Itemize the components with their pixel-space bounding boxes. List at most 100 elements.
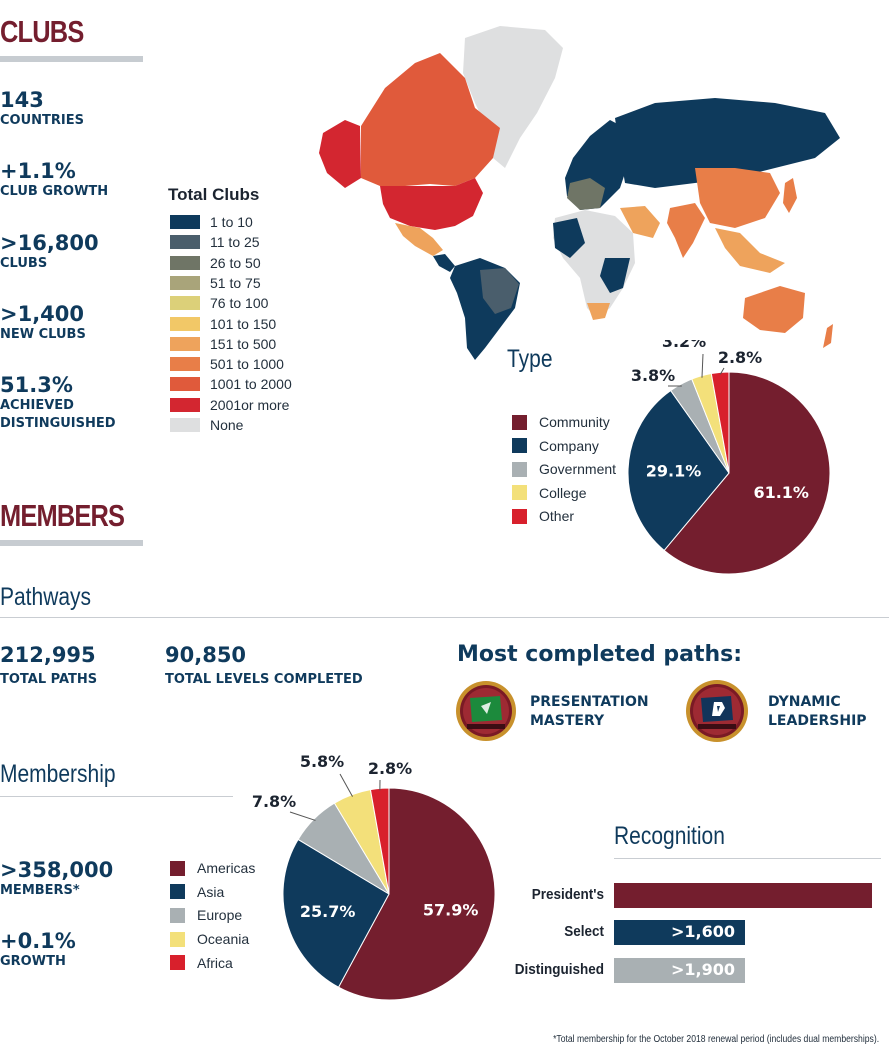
pie-legend-item: Government <box>512 459 616 479</box>
recognition-rule <box>614 858 881 859</box>
members-heading: MEMBERS <box>0 498 125 533</box>
pie-label: 5.8% <box>300 752 344 771</box>
map-legend-item: 151 to 500 <box>170 334 276 354</box>
membership-pie-chart: 57.9% 25.7% 7.8% 5.8% 2.8% <box>252 752 496 1001</box>
legend-label: Americas <box>197 860 256 876</box>
legend-label: 26 to 50 <box>210 254 261 271</box>
map-legend-item: 11 to 25 <box>170 232 260 252</box>
pie-label: 61.1% <box>753 483 809 502</box>
stat-distinguished: 51.3% ACHIEVED DISTINGUISHED <box>0 373 116 433</box>
stat-value: 90,850 <box>165 643 247 667</box>
legend-swatch <box>170 377 200 392</box>
legend-label: Other <box>539 508 575 524</box>
recognition-bar <box>614 883 872 908</box>
map-region-western-europe <box>567 178 605 210</box>
legend-swatch <box>170 215 200 229</box>
legend-swatch <box>512 438 527 453</box>
members-rule <box>0 540 143 546</box>
map-region-new-zealand <box>823 324 833 348</box>
legend-label: Africa <box>197 954 233 971</box>
map-region-china <box>695 168 780 228</box>
legend-label: Europe <box>197 907 243 924</box>
pie-label: 3.2% <box>662 340 706 351</box>
map-region-canada <box>361 53 500 186</box>
legend-swatch <box>170 316 200 331</box>
pie-legend-item: Africa <box>170 953 233 973</box>
path1-line2: MASTERY <box>530 713 605 729</box>
pathways-rule <box>0 617 889 618</box>
legend-swatch <box>170 255 200 270</box>
pie-slice-other <box>710 371 730 474</box>
pie-legend-item: College <box>512 483 586 503</box>
legend-label: 11 to 25 <box>210 234 260 251</box>
pie-legend-item: Asia <box>170 882 224 902</box>
stat-new-clubs: >1,400 NEW CLUBS <box>0 302 86 344</box>
legend-swatch <box>170 884 185 900</box>
map-region-australia <box>743 286 805 333</box>
stat-value: 212,995 <box>0 643 96 667</box>
map-region-middle-east <box>620 206 660 238</box>
legend-swatch <box>512 414 527 430</box>
legend-label: None <box>210 417 244 433</box>
map-region-russia <box>615 98 840 188</box>
members-growth: +0.1% GROWTH <box>0 929 76 971</box>
legend-label: 501 to 1000 <box>210 356 284 373</box>
membership-heading: Membership <box>0 760 116 788</box>
map-region-south-africa <box>587 303 610 320</box>
path1-label: PRESENTATION MASTERY <box>530 693 649 731</box>
legend-swatch <box>170 235 200 250</box>
map-region-west-africa <box>553 218 585 258</box>
legend-swatch <box>170 296 200 311</box>
legend-swatch <box>170 275 200 290</box>
legend-label: 101 to 150 <box>210 315 277 332</box>
stat-label: TOTAL LEVELS COMPLETED <box>165 672 363 687</box>
map-region-mexico <box>395 223 443 256</box>
legend-label: 151 to 500 <box>210 335 277 352</box>
legend-label: Company <box>539 437 599 454</box>
map-legend-title: Total Clubs <box>168 185 260 204</box>
recognition-category-label: Distinguished <box>514 961 604 978</box>
stat-clubs: >16,800 CLUBS <box>0 231 99 273</box>
members-count: >358,000 MEMBERS* <box>0 858 113 900</box>
total-paths: 212,995 TOTAL PATHS <box>0 643 97 689</box>
pie-legend-item: Other <box>512 506 574 526</box>
legend-swatch <box>512 508 527 524</box>
legend-swatch <box>170 397 200 412</box>
pie-label: 3.8% <box>631 366 675 385</box>
recognition-category-label: President's <box>531 886 604 903</box>
pie-label: 7.8% <box>252 792 296 811</box>
legend-swatch <box>170 955 185 971</box>
stat-value: +1.1% <box>0 159 76 183</box>
legend-swatch <box>512 485 527 500</box>
recognition-heading: Recognition <box>614 822 725 850</box>
stat-label: CLUBS <box>0 256 48 271</box>
legend-label: Community <box>539 414 610 430</box>
stat-label: COUNTRIES <box>0 113 84 128</box>
membership-rule <box>0 796 233 797</box>
legend-label: College <box>539 484 587 501</box>
clubs-rule <box>0 56 143 62</box>
pie-label: 2.8% <box>368 759 412 778</box>
recognition-bar: >1,600 <box>614 920 745 945</box>
map-region-india <box>667 203 705 258</box>
map-legend-item: 1001 to 2000 <box>170 374 292 394</box>
map-legend-item: 2001or more <box>170 395 289 415</box>
presentation-mastery-icon <box>456 681 516 741</box>
recognition-bar: >1,900 <box>614 958 745 983</box>
path2-line2: LEADERSHIP <box>768 713 867 729</box>
stat-value: >1,400 <box>0 302 85 326</box>
stat-label: ACHIEVED <box>0 398 74 413</box>
type-pie-chart: 61.1% 29.1% 3.8% 3.2% 2.8% <box>627 340 831 575</box>
type-chart-title: Type <box>507 345 553 373</box>
stat-label: DISTINGUISHED <box>0 416 116 431</box>
stat-label: GROWTH <box>0 954 66 969</box>
legend-swatch <box>170 931 185 947</box>
legend-label: 76 to 100 <box>210 295 269 312</box>
map-legend-item: 51 to 75 <box>170 273 261 293</box>
map-legend-item: 101 to 150 <box>170 314 276 334</box>
pie-legend-item: Americas <box>170 858 255 878</box>
stat-value: 51.3% <box>0 373 73 397</box>
most-completed-title: Most completed paths: <box>457 642 743 667</box>
map-region-east-africa <box>600 258 630 293</box>
legend-swatch <box>170 418 200 432</box>
